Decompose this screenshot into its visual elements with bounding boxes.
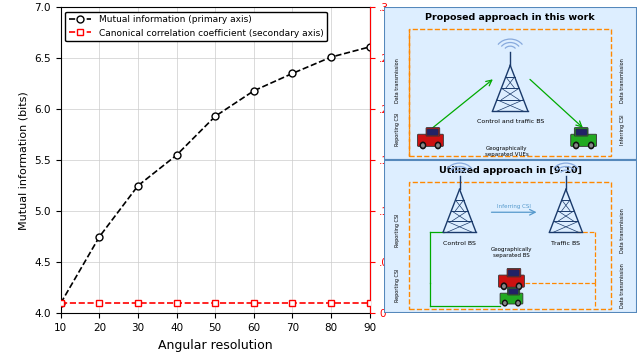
Text: Data transmission: Data transmission (620, 208, 625, 253)
Text: Utilized approach in [9-10]: Utilized approach in [9-10] (438, 166, 582, 176)
Circle shape (589, 142, 594, 149)
FancyBboxPatch shape (417, 134, 444, 146)
Text: Geographically
separated BS: Geographically separated BS (491, 247, 532, 258)
Circle shape (503, 285, 505, 288)
Circle shape (590, 144, 593, 147)
Circle shape (518, 285, 520, 288)
Circle shape (501, 283, 507, 289)
Circle shape (516, 300, 520, 306)
FancyBboxPatch shape (383, 7, 637, 160)
Text: Data transmission: Data transmission (395, 58, 400, 103)
Text: Control BS: Control BS (443, 241, 476, 246)
FancyBboxPatch shape (426, 127, 440, 136)
Circle shape (575, 144, 577, 147)
Text: Data transmission: Data transmission (620, 58, 625, 103)
FancyBboxPatch shape (576, 129, 587, 135)
Text: Inferring CSI: Inferring CSI (620, 114, 625, 145)
Text: Traffic BS: Traffic BS (552, 241, 580, 246)
Text: Data transmission: Data transmission (620, 263, 625, 308)
Circle shape (504, 302, 506, 304)
FancyBboxPatch shape (383, 160, 637, 313)
FancyBboxPatch shape (508, 289, 518, 294)
FancyBboxPatch shape (427, 129, 438, 135)
Circle shape (573, 142, 579, 149)
Y-axis label: Canonical correlation coeffeint: Canonical correlation coeffeint (397, 80, 407, 240)
Text: Control and traffic BS: Control and traffic BS (477, 119, 544, 124)
Text: Reporting CSI: Reporting CSI (395, 269, 400, 303)
Circle shape (436, 144, 439, 147)
FancyBboxPatch shape (499, 275, 524, 287)
Circle shape (502, 300, 508, 306)
FancyBboxPatch shape (574, 127, 588, 136)
Circle shape (516, 283, 522, 289)
X-axis label: Angular resolution: Angular resolution (158, 339, 273, 352)
Legend: Mutual information (primary axis), Canonical correlation coefficient (secondary : Mutual information (primary axis), Canon… (65, 12, 327, 41)
Text: Reporting CSI: Reporting CSI (395, 113, 400, 146)
Circle shape (422, 144, 424, 147)
Text: Inferring CSI: Inferring CSI (497, 204, 531, 209)
Circle shape (435, 142, 441, 149)
FancyBboxPatch shape (508, 270, 519, 276)
Circle shape (420, 142, 426, 149)
Text: Geographically
separated VUEs: Geographically separated VUEs (484, 146, 528, 157)
FancyBboxPatch shape (508, 287, 520, 295)
FancyBboxPatch shape (571, 134, 596, 146)
FancyBboxPatch shape (500, 293, 523, 304)
Text: Proposed approach in this work: Proposed approach in this work (426, 13, 595, 22)
Circle shape (517, 302, 519, 304)
Text: Reporting CSI: Reporting CSI (395, 214, 400, 247)
FancyBboxPatch shape (507, 268, 521, 277)
Y-axis label: Mutual information (bits): Mutual information (bits) (19, 91, 29, 230)
